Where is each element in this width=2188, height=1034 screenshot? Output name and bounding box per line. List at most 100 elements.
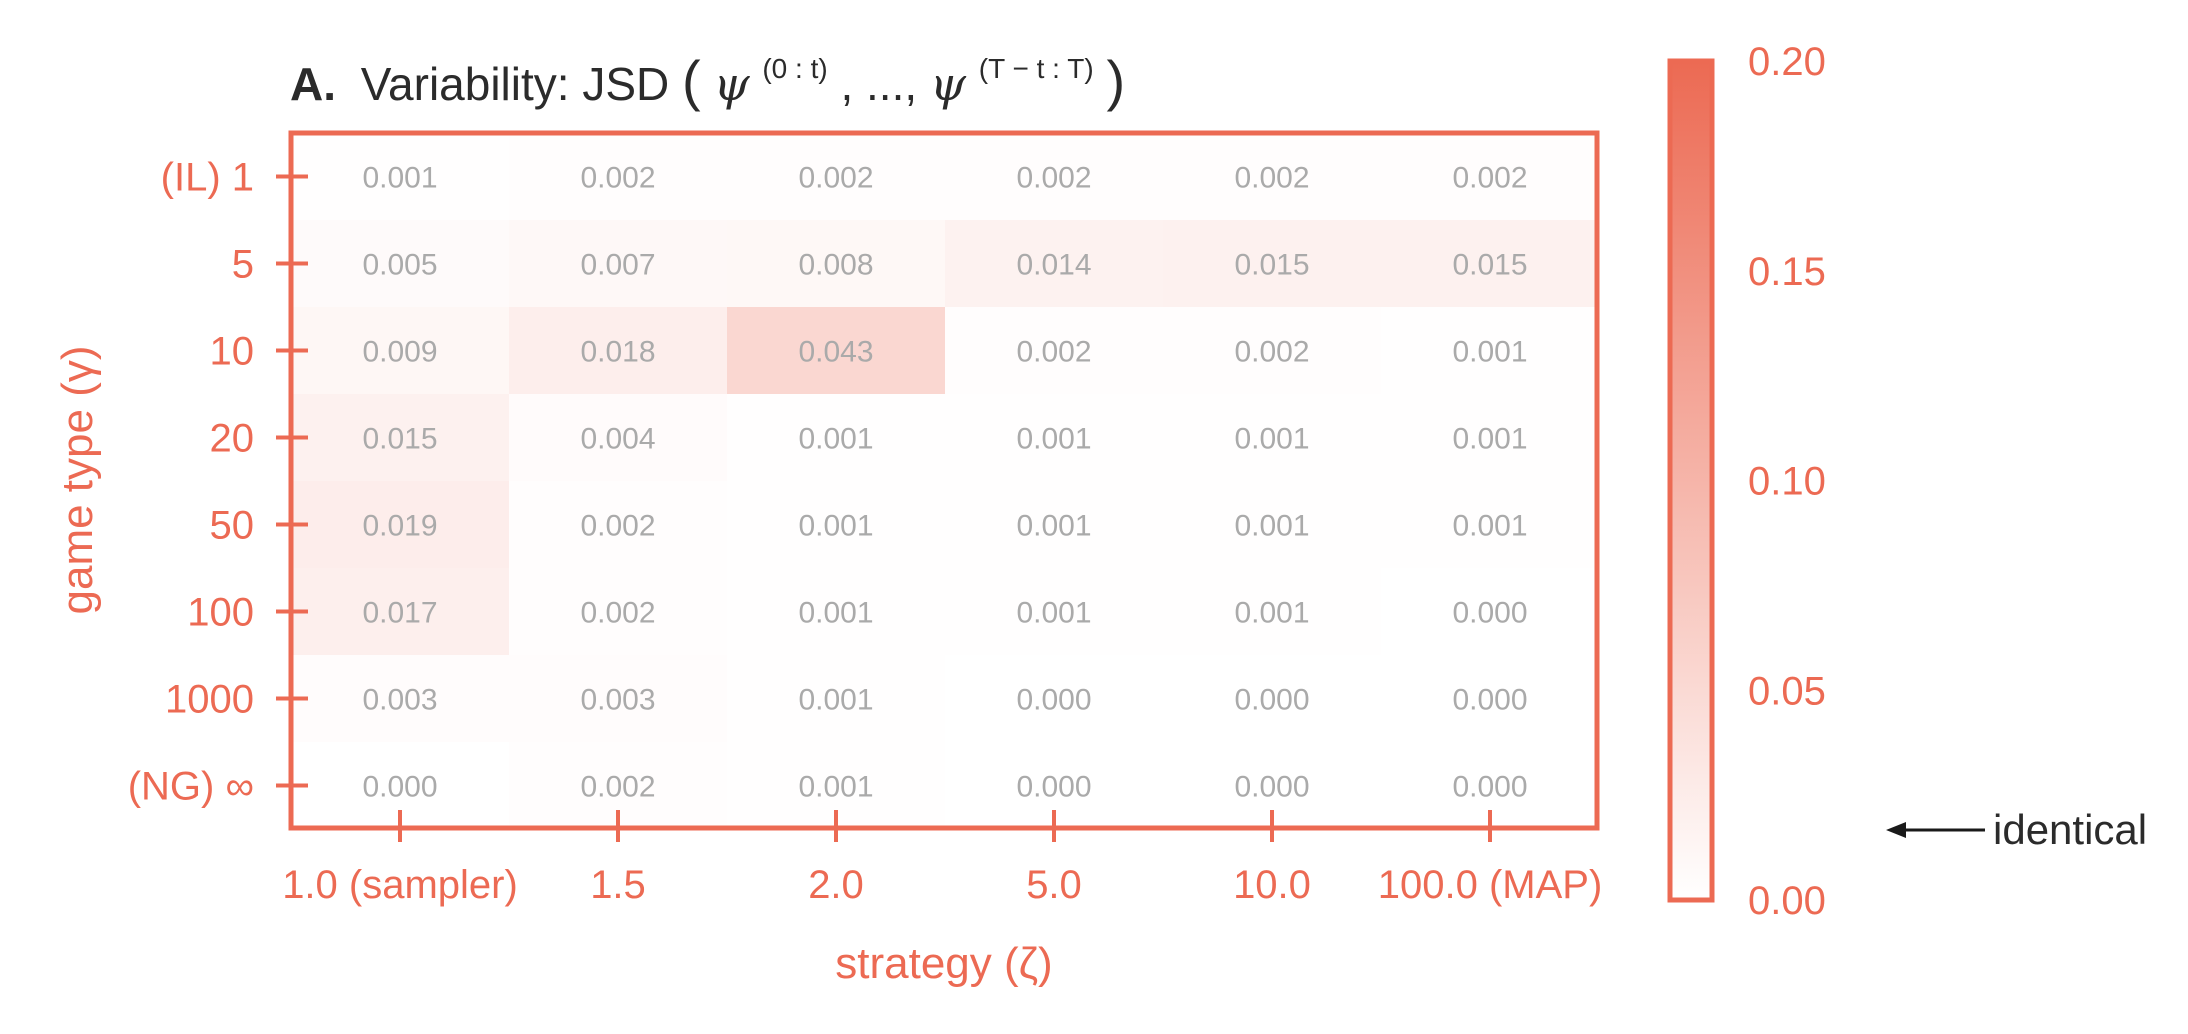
heatmap-cell-r3-c4 (1163, 394, 1381, 481)
heatmap-cell-r2-c2 (727, 307, 945, 394)
title-psi-1: ψ (713, 57, 750, 111)
panel-label: A. (290, 58, 336, 110)
identical-annotation: identical (1993, 806, 2147, 853)
heatmap-cell-r6-c4 (1163, 655, 1381, 742)
colorbar-tick-label-1: 0.05 (1748, 669, 1826, 713)
cell-value-label-r1-c2: 0.008 (798, 249, 873, 282)
cell-value-label-r6-c2: 0.001 (798, 684, 873, 717)
y-tick-label-2: 10 (210, 330, 255, 374)
cell-value-label-r7-c5: 0.000 (1452, 771, 1527, 804)
heatmap-cell-r2-c1 (509, 307, 727, 394)
colorbar (1667, 58, 1715, 903)
x-axis-title: strategy (ζ) (835, 939, 1052, 988)
cell-value-label-r1-c5: 0.015 (1452, 249, 1527, 282)
heatmap-cell-r4-c4 (1163, 481, 1381, 568)
heatmap-cell-r0-c2 (727, 133, 945, 220)
heatmap-cell-r5-c5 (1381, 568, 1599, 655)
heatmap-cell-r5-c3 (945, 568, 1163, 655)
title-psi-2: ψ (930, 57, 967, 111)
heatmap-cell-r6-c5 (1381, 655, 1599, 742)
cell-value-label-r0-c1: 0.002 (580, 162, 655, 195)
x-tick-label-1: 1.5 (590, 863, 646, 907)
cell-value-label-r7-c0: 0.000 (362, 771, 437, 804)
heatmap-cell-r0-c4 (1163, 133, 1381, 220)
heatmap-cell-r1-c5 (1381, 220, 1599, 307)
cell-value-label-r4-c5: 0.001 (1452, 510, 1527, 543)
cell-value-label-r3-c4: 0.001 (1234, 423, 1309, 456)
cell-value-label-r4-c2: 0.001 (798, 510, 873, 543)
cell-value-label-r4-c4: 0.001 (1234, 510, 1309, 543)
title-sup-1: (0 : t) (762, 53, 827, 84)
cell-value-label-r5-c2: 0.001 (798, 597, 873, 630)
cell-value-label-r0-c0: 0.001 (362, 162, 437, 195)
title-sup-2: (T − t : T) (979, 53, 1094, 84)
cell-value-label-r1-c3: 0.014 (1016, 249, 1091, 282)
heatmap-cell-r3-c0 (291, 394, 509, 481)
title-middle: , ..., (840, 58, 929, 110)
heatmap-cell-r4-c0 (291, 481, 509, 568)
heatmap-cell-r3-c5 (1381, 394, 1599, 481)
heatmap-cell-r1-c1 (509, 220, 727, 307)
heatmap-cell-r5-c2 (727, 568, 945, 655)
colorbar-tick-label-0: 0.00 (1748, 879, 1826, 923)
heatmap-cell-r5-c1 (509, 568, 727, 655)
cell-value-label-r7-c4: 0.000 (1234, 771, 1309, 804)
cell-value-label-r2-c0: 0.009 (362, 336, 437, 369)
heatmap-cell-r4-c5 (1381, 481, 1599, 568)
heatmap-cell-r0-c1 (509, 133, 727, 220)
axis-ticks (276, 174, 1492, 842)
heatmap-cell-r3-c3 (945, 394, 1163, 481)
heatmap-cell-r2-c4 (1163, 307, 1381, 394)
y-tick-label-7: (NG) ∞ (128, 765, 254, 809)
heatmap-cell-labels: 0.001 0.002 0.002 0.002 0.002 0.002 0.005 0.007… (362, 162, 1527, 804)
x-tick-label-0: 1.0 (sampler) (282, 863, 518, 907)
colorbar-tick-label-4: 0.20 (1748, 40, 1826, 84)
y-axis-title: game type (γ) (53, 346, 102, 615)
heatmap-cell-r1-c4 (1163, 220, 1381, 307)
heatmap-cell-r5-c0 (291, 568, 509, 655)
y-tick-label-1: 5 (232, 243, 254, 287)
cell-value-label-r5-c5: 0.000 (1452, 597, 1527, 630)
heatmap-cell-r6-c1 (509, 655, 727, 742)
heatmap-cell-r0-c5 (1381, 133, 1599, 220)
y-tick-label-5: 100 (187, 591, 254, 635)
cell-value-label-r6-c5: 0.000 (1452, 684, 1527, 717)
colorbar-tick-label-3: 0.15 (1748, 250, 1826, 294)
cell-value-label-r4-c0: 0.019 (362, 510, 437, 543)
heatmap-cell-r6-c3 (945, 655, 1163, 742)
cell-value-label-r2-c2: 0.043 (798, 336, 873, 369)
cell-value-label-r3-c2: 0.001 (798, 423, 873, 456)
colorbar-tick-labels: 0.00 0.05 0.10 0.15 0.20 (1748, 40, 1826, 923)
identical-arrow-head (1886, 822, 1906, 838)
x-tick-label-3: 5.0 (1026, 863, 1082, 907)
cell-value-label-r1-c4: 0.015 (1234, 249, 1309, 282)
cell-value-label-r1-c1: 0.007 (580, 249, 655, 282)
heatmap-cell-r6-c2 (727, 655, 945, 742)
cell-value-label-r5-c3: 0.001 (1016, 597, 1091, 630)
cell-value-label-r3-c5: 0.001 (1452, 423, 1527, 456)
cell-value-label-r3-c3: 0.001 (1016, 423, 1091, 456)
cell-value-label-r3-c1: 0.004 (580, 423, 655, 456)
cell-value-label-r5-c4: 0.001 (1234, 597, 1309, 630)
heatmap-cell-r2-c0 (291, 307, 509, 394)
heatmap-cell-r1-c3 (945, 220, 1163, 307)
plot-frame (288, 130, 1600, 831)
y-tick-label-4: 50 (210, 504, 255, 548)
cell-value-label-r6-c4: 0.000 (1234, 684, 1309, 717)
cell-value-label-r2-c3: 0.002 (1016, 336, 1091, 369)
cell-value-label-r7-c1: 0.002 (580, 771, 655, 804)
title-close-paren: ) (1106, 49, 1125, 112)
heatmap-cell-r2-c3 (945, 307, 1163, 394)
cell-value-label-r2-c4: 0.002 (1234, 336, 1309, 369)
title-prefix: Variability: JSD (361, 58, 669, 110)
heatmap-cell-r4-c2 (727, 481, 945, 568)
cell-value-label-r5-c1: 0.002 (580, 597, 655, 630)
y-tick-label-6: 1000 (165, 678, 254, 722)
chart-title: A. Variability: JSD ( ψ (0 : t) , ..., ψ… (290, 36, 1125, 112)
heatmap-cell-r1-c2 (727, 220, 945, 307)
heatmap-cell-r0-c0 (291, 133, 509, 220)
heatmap-cells (291, 133, 1599, 829)
title-open-paren: ( (682, 49, 701, 112)
heatmap-cell-r3-c2 (727, 394, 945, 481)
